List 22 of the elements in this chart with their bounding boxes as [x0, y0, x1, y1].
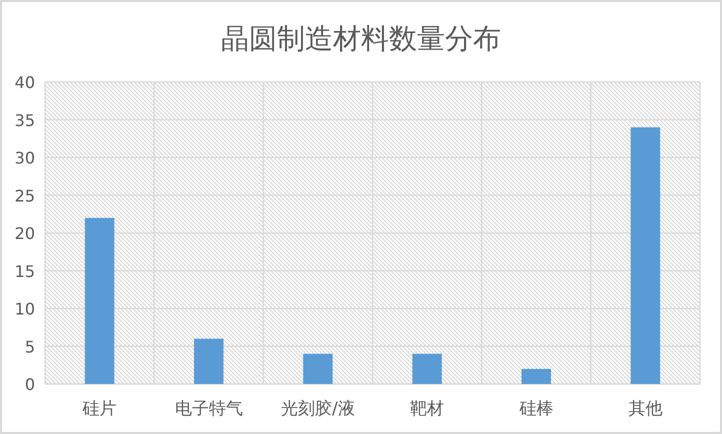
chart-title: 晶圆制造材料数量分布 [221, 22, 501, 55]
x-tick-label: 其他 [628, 399, 662, 419]
x-tick-label: 硅棒 [518, 399, 554, 419]
y-tick-label: 5 [24, 337, 35, 356]
y-tick-label: 40 [14, 73, 35, 92]
y-tick-label: 35 [14, 110, 35, 130]
y-tick-label: 10 [14, 300, 35, 318]
x-tick-label: 硅片 [82, 399, 117, 419]
bar [303, 354, 333, 384]
y-tick-label: 0 [24, 375, 35, 394]
y-tick-label: 15 [14, 262, 35, 281]
x-tick-label: 电子特气 [174, 399, 243, 419]
y-tick-label: 30 [14, 148, 35, 168]
y-tick-label: 25 [14, 186, 35, 206]
bar [194, 338, 224, 384]
bar [412, 354, 442, 384]
bar [522, 368, 551, 384]
y-tick-label: 20 [14, 224, 35, 243]
x-tick-label: 光刻胶/液 [281, 399, 355, 419]
x-tick-label: 靶材 [410, 399, 444, 419]
bar [84, 218, 114, 384]
bar [630, 127, 660, 384]
